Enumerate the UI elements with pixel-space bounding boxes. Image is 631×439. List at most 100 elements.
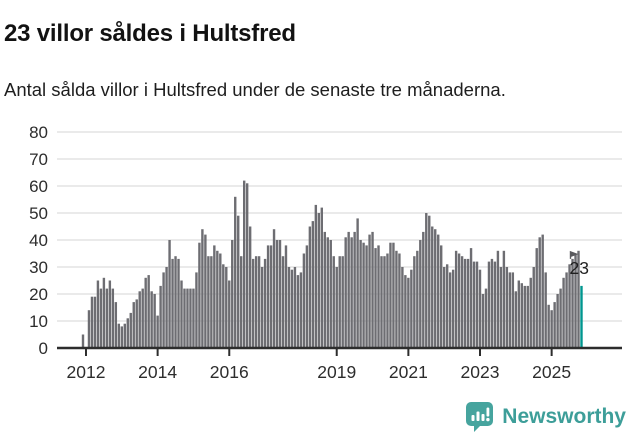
bar <box>341 256 344 348</box>
bar <box>129 312 132 348</box>
bar <box>356 218 359 348</box>
y-tick-label: 20 <box>29 285 48 304</box>
bar <box>228 280 231 348</box>
bar <box>132 302 135 348</box>
bar <box>556 294 559 348</box>
bar <box>350 237 353 348</box>
bar <box>428 215 431 348</box>
bar <box>431 226 434 348</box>
bar <box>305 245 309 348</box>
bar <box>338 256 341 348</box>
bar <box>311 221 315 348</box>
bar <box>422 231 425 348</box>
bar <box>180 280 183 348</box>
bar <box>257 256 261 348</box>
bar <box>466 258 470 348</box>
bar <box>147 275 150 348</box>
y-tick-label: 50 <box>29 204 48 223</box>
x-tick-label: 2014 <box>138 362 177 382</box>
bar <box>562 277 565 348</box>
bar <box>484 288 488 348</box>
bar <box>508 272 512 348</box>
bar <box>296 275 300 348</box>
bar <box>266 245 270 348</box>
bar <box>475 261 479 348</box>
bar <box>263 258 267 348</box>
bar <box>362 242 365 348</box>
bar <box>135 299 138 348</box>
bar <box>90 296 94 348</box>
bar <box>168 240 171 348</box>
y-tick-label: 60 <box>29 177 48 196</box>
bar <box>365 245 368 348</box>
bar <box>186 288 189 348</box>
x-tick-label: 2021 <box>389 362 428 382</box>
y-tick-label: 80 <box>29 125 48 142</box>
bar <box>407 277 410 348</box>
bar <box>317 213 321 348</box>
bar <box>87 310 91 348</box>
bar <box>332 256 335 348</box>
bar <box>225 267 228 348</box>
x-tick-label: 2016 <box>210 362 249 382</box>
x-tick-label: 2023 <box>461 362 500 382</box>
bar <box>574 253 577 348</box>
bar <box>538 237 541 348</box>
bar <box>404 275 407 348</box>
chart-title: 23 villor såldes i Hultsfred <box>4 20 296 48</box>
bar <box>150 291 153 348</box>
bar <box>413 256 416 348</box>
x-tick-label: 2019 <box>317 362 356 382</box>
flag-icon <box>569 250 579 259</box>
latest-value-label: 23 <box>569 258 588 278</box>
bar <box>156 315 159 348</box>
bar <box>284 245 288 348</box>
bar <box>254 256 258 348</box>
bar <box>278 240 282 348</box>
bar <box>442 267 446 348</box>
bar <box>487 261 491 348</box>
bar <box>165 267 168 348</box>
bar <box>195 272 198 348</box>
bar <box>472 261 476 348</box>
bar <box>395 250 398 348</box>
y-tick-label: 40 <box>29 231 48 250</box>
bar <box>123 323 126 348</box>
bar <box>553 302 556 348</box>
y-tick-label: 30 <box>29 258 48 277</box>
bar <box>219 253 222 348</box>
bar <box>99 288 103 348</box>
bar <box>299 272 303 348</box>
bar <box>371 231 374 348</box>
y-tick-label: 10 <box>29 312 48 331</box>
chart-subtitle: Antal sålda villor i Hultsfred under de … <box>4 78 506 100</box>
bar <box>207 256 210 348</box>
bar <box>189 288 192 348</box>
bar <box>171 258 174 348</box>
bar <box>159 285 162 348</box>
bar <box>117 323 121 348</box>
bar <box>204 234 207 348</box>
bar <box>102 277 106 348</box>
bar <box>416 250 419 348</box>
bar <box>231 240 234 348</box>
bar <box>242 180 246 348</box>
bar <box>445 264 449 348</box>
bar <box>96 280 100 348</box>
bar <box>401 267 404 348</box>
bar-chart-svg: 0 10 20 30 40 50 60 70 80 2012 2014 2016 2019 2021 202… <box>29 123 622 382</box>
bar <box>541 234 544 348</box>
bar <box>547 304 550 348</box>
bar <box>520 283 523 348</box>
bar <box>481 294 485 348</box>
bar <box>141 288 144 348</box>
bar <box>526 285 529 348</box>
bar <box>451 269 455 348</box>
bar <box>571 258 574 348</box>
bar <box>201 229 204 348</box>
bar <box>237 215 240 348</box>
bar <box>425 213 428 348</box>
bar <box>353 231 356 348</box>
x-tick-label: 2012 <box>67 362 106 382</box>
x-tick-label: 2025 <box>532 362 571 382</box>
